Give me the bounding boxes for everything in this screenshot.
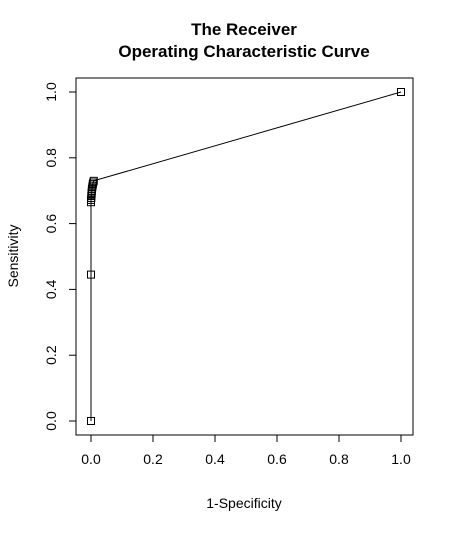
y-tick-label: 0.4 <box>43 279 59 299</box>
x-axis: 0.0 0.2 0.4 0.6 0.8 1.0 <box>81 434 411 467</box>
plot-frame <box>75 77 414 436</box>
x-tick-label: 0.0 <box>81 451 101 467</box>
roc-point-marker <box>87 417 95 425</box>
chart-title-line-1: The Receiver <box>191 20 297 39</box>
y-tick-label: 0.0 <box>43 411 59 431</box>
y-tick-label: 1.0 <box>43 82 59 102</box>
x-tick-label: 0.6 <box>267 451 287 467</box>
roc-series <box>87 88 405 425</box>
chart-title-line-2: Operating Characteristic Curve <box>118 42 369 61</box>
x-axis-label: 1-Specificity <box>206 495 281 511</box>
x-tick-label: 0.2 <box>143 451 163 467</box>
roc-curve-line <box>90 91 402 421</box>
x-tick-label: 0.4 <box>205 451 225 467</box>
y-tick-label: 0.8 <box>43 148 59 168</box>
x-tick-label: 1.0 <box>391 451 411 467</box>
x-tick-label: 0.8 <box>329 451 349 467</box>
y-axis: 0.0 0.2 0.4 0.6 0.8 1.0 <box>43 82 77 431</box>
roc-point-marker <box>87 270 95 279</box>
roc-point-marker <box>89 178 98 187</box>
roc-point-marker <box>397 88 405 96</box>
y-axis-label: Sensitivity <box>5 224 21 287</box>
roc-point-marker <box>89 176 98 185</box>
y-tick-label: 0.2 <box>43 345 59 365</box>
y-tick-label: 0.6 <box>43 214 59 234</box>
